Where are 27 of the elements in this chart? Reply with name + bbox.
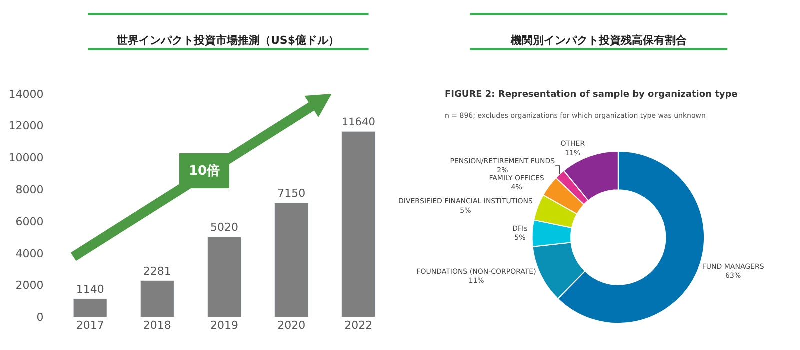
x-tick-label: 2017: [76, 319, 104, 332]
data-label: 1140: [76, 283, 104, 296]
y-tick-label: 10000: [8, 152, 44, 165]
chart-subtitle: FIGURE 2: Representation of sample by organization type: [445, 90, 738, 100]
x-tick-label: 2019: [210, 319, 238, 332]
y-tick-label: 14000: [8, 88, 44, 101]
bar: [274, 202, 309, 318]
bar: [140, 280, 174, 318]
y-tick-label: 4000: [16, 247, 44, 260]
bar: [342, 131, 376, 318]
x-tick-label: 2022: [344, 319, 373, 332]
bar: [207, 236, 242, 318]
data-label: 5020: [210, 221, 238, 234]
y-tick-label: 12000: [8, 120, 44, 133]
x-tick-label: 2018: [143, 319, 172, 332]
annotation: 10倍: [189, 163, 220, 179]
x-tick-label: 2020: [278, 319, 306, 332]
y-tick-label: 0: [36, 311, 44, 324]
chart-title: 機関別インパクト投資残高保有割合: [510, 34, 688, 47]
y-tick-label: 6000: [16, 215, 44, 228]
y-tick-label: 2000: [16, 279, 44, 292]
data-label: 2281: [143, 264, 172, 278]
bar: [73, 298, 108, 318]
data-label: 11640: [342, 116, 376, 129]
chart-title: 世界インパクト投資市場推測（US$億ドル）: [116, 34, 340, 47]
data-label: 7150: [278, 187, 306, 200]
y-tick-label: 8000: [16, 183, 44, 196]
